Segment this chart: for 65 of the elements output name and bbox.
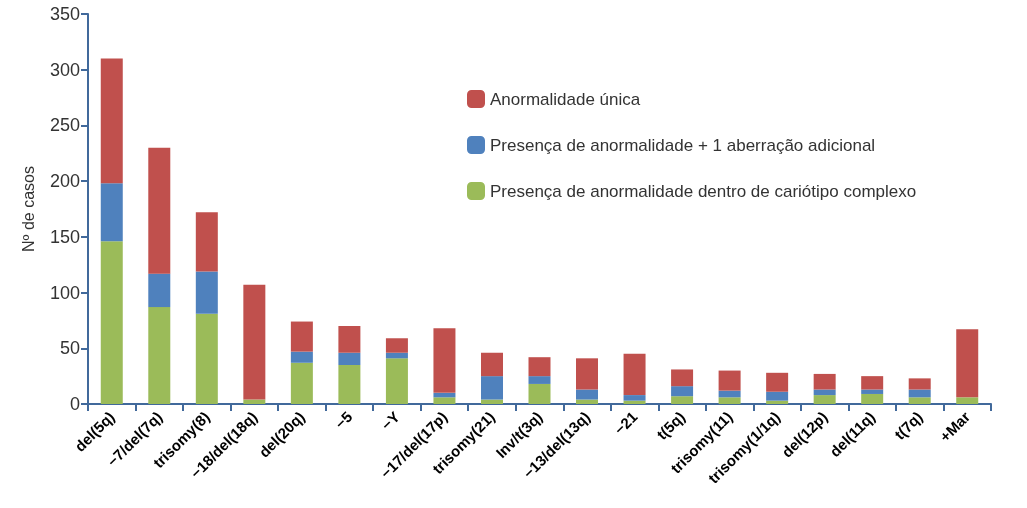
legend-label: Anormalidade única — [490, 89, 641, 109]
y-tick-label: 0 — [69, 394, 80, 414]
bar — [528, 357, 551, 377]
bar — [480, 352, 503, 377]
y-tick-label: 250 — [49, 115, 80, 136]
bar — [766, 372, 789, 392]
bar — [908, 378, 931, 390]
bar — [100, 58, 123, 184]
bar — [908, 397, 931, 404]
bar — [290, 351, 313, 363]
x-tick-label: −21 — [610, 407, 641, 438]
bar — [148, 307, 171, 404]
bar — [528, 376, 551, 384]
bar — [576, 389, 599, 400]
y-tick-label: 200 — [49, 171, 80, 192]
bar — [385, 358, 408, 404]
bar — [480, 376, 503, 400]
bar — [956, 329, 979, 398]
x-tick-label: −5 — [331, 407, 356, 433]
bar — [576, 399, 599, 404]
bar — [671, 396, 694, 404]
bar — [243, 399, 266, 404]
bar — [718, 370, 741, 391]
bar — [671, 386, 694, 397]
bar — [385, 338, 408, 353]
bar — [338, 365, 361, 404]
y-tick-label: 50 — [59, 338, 80, 359]
bar — [813, 373, 836, 390]
bar — [243, 284, 266, 400]
bar — [861, 389, 884, 394]
legend-label: Presença de anormalidade dentro de cariótipo complexo — [490, 181, 917, 201]
bar — [623, 395, 646, 401]
bar — [861, 376, 884, 390]
bar — [671, 369, 694, 387]
bar — [433, 397, 456, 404]
bar — [908, 389, 931, 398]
bar — [623, 353, 646, 396]
bar — [576, 358, 599, 390]
bar — [718, 390, 741, 398]
bar — [100, 183, 123, 242]
bar — [956, 397, 979, 404]
bar — [433, 392, 456, 398]
y-tick-label: 100 — [49, 282, 80, 303]
y-tick-label: 350 — [49, 4, 80, 24]
bar — [100, 241, 123, 404]
bar — [766, 391, 789, 401]
bar — [718, 397, 741, 404]
bar — [338, 326, 361, 353]
y-axis-title: Nº de casos — [19, 166, 37, 252]
bar — [338, 352, 361, 365]
bar — [290, 362, 313, 404]
y-tick-label: 150 — [49, 226, 80, 247]
bar — [148, 273, 171, 308]
bar — [195, 212, 218, 272]
y-tick-label: 300 — [49, 59, 80, 80]
bar — [528, 383, 551, 404]
bar — [195, 271, 218, 314]
bar — [813, 395, 836, 404]
bar — [195, 313, 218, 404]
bar — [433, 328, 456, 393]
bar — [480, 399, 503, 404]
bar — [148, 147, 171, 274]
bar — [290, 321, 313, 352]
legend-label: Presença de anormalidade + 1 aberração adicional — [490, 135, 876, 155]
bar — [861, 393, 884, 404]
